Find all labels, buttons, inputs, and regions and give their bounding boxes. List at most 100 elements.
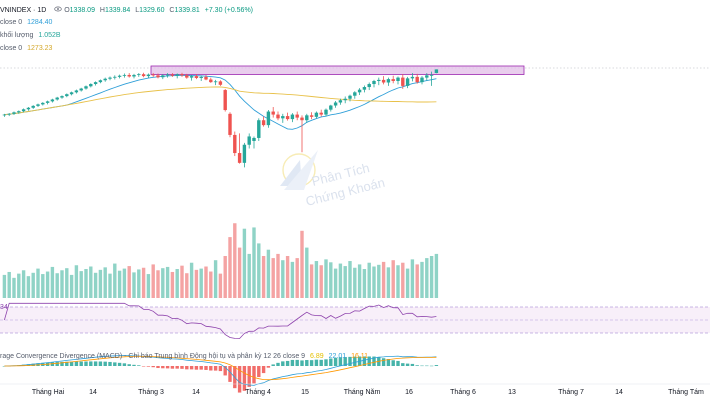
macd-histogram-bar — [425, 365, 429, 367]
candle-body — [415, 76, 419, 83]
volume-bar — [381, 261, 386, 298]
candle-body — [252, 137, 256, 141]
volume-bar — [74, 265, 79, 298]
resistance-zone-layer — [150, 65, 525, 75]
macd-histogram-bar — [223, 366, 227, 376]
candle-body — [41, 102, 45, 105]
time-axis-tick-label: Tháng 3 — [138, 389, 164, 396]
volume-bar — [271, 258, 275, 298]
volume-bar — [391, 260, 395, 298]
volume-bar — [377, 264, 381, 298]
time-axis-tick-label: 16 — [405, 389, 413, 396]
candle-body — [237, 153, 242, 163]
volume-bar — [185, 273, 189, 298]
macd-histogram-bar — [391, 360, 395, 366]
macd-line — [4, 355, 437, 386]
macd-histogram-bar — [257, 366, 261, 378]
volume-bar — [257, 243, 261, 298]
candle-body — [338, 100, 343, 103]
candle-body — [31, 105, 35, 108]
volume-label: khối lượng — [0, 32, 34, 39]
volume-bar — [127, 266, 131, 298]
candle-body — [132, 74, 136, 77]
volume-bar — [50, 266, 55, 298]
volume-bar — [372, 266, 376, 298]
volume-bar — [175, 269, 179, 298]
candle-body — [300, 117, 304, 121]
candle-body — [185, 75, 189, 78]
volume-bar — [309, 264, 314, 298]
volume-bar — [17, 273, 21, 298]
candle-body — [271, 111, 275, 115]
eye-icon[interactable] — [54, 5, 63, 13]
volume-bar — [228, 237, 232, 298]
candle-body — [410, 76, 415, 79]
macd-histogram-bar — [65, 361, 69, 366]
macd-histogram-bar — [204, 366, 208, 370]
volume-bar — [338, 263, 343, 298]
candle-body — [103, 78, 107, 81]
macd-histogram-bar — [305, 360, 309, 366]
time-axis-tick-label: 14 — [89, 389, 97, 396]
volume-bar — [21, 270, 26, 298]
volume-bar — [233, 223, 237, 298]
ma-slow-label: close 0 — [0, 45, 23, 52]
candle-body — [434, 69, 439, 74]
macd-histogram-bar — [60, 361, 64, 366]
macd-histogram-bar — [141, 366, 146, 367]
macd-histogram-bar — [237, 366, 242, 393]
macd-histogram-bar — [228, 366, 232, 382]
macd-histogram-bar — [410, 363, 415, 366]
volume-bar — [12, 277, 16, 298]
macd-histogram-bar — [103, 361, 107, 366]
volume-value: 1.052B — [38, 32, 61, 39]
candle-body — [285, 116, 290, 120]
macd-histogram-bar — [247, 366, 251, 387]
volume-bar — [333, 268, 338, 298]
ohlc-legend: VNINDEX · 1D O1338.09 H1339.84 L1329.60 … — [0, 5, 256, 15]
macd-histogram-bar — [175, 366, 179, 369]
macd-histogram-bar — [271, 364, 275, 366]
candle-body — [93, 82, 98, 85]
volume-bar — [2, 274, 7, 298]
macd-histogram-bar — [93, 361, 98, 366]
candle-body — [319, 112, 323, 115]
high-value: 1339.84 — [104, 7, 131, 14]
volume-bar — [329, 262, 333, 298]
volume-bar — [36, 268, 40, 298]
open-label: O — [64, 7, 70, 14]
candle-body — [122, 74, 127, 76]
macd-histogram-bar — [108, 361, 112, 366]
macd-histogram-bar — [252, 366, 256, 384]
volume-bar — [434, 253, 439, 298]
macd-histogram-bar — [79, 361, 83, 366]
volume-bar — [84, 269, 88, 298]
macd-histogram-bar — [194, 366, 199, 370]
volume-bar — [7, 271, 11, 298]
macd-histogram-bar — [420, 365, 424, 367]
candle-body — [257, 120, 261, 138]
volume-bar — [237, 247, 242, 298]
volume-bar — [276, 253, 280, 298]
candle-body — [396, 77, 400, 82]
macd-histogram-bar — [98, 361, 103, 366]
macd-histogram-bar — [281, 361, 285, 366]
macd-histogram-bar — [199, 366, 203, 370]
macd-histogram-bar — [218, 366, 223, 372]
low-value: 1329.60 — [139, 7, 165, 14]
macd-histogram-bar — [127, 364, 131, 366]
rsi-line — [4, 302, 437, 339]
macd-histogram-bar — [367, 356, 371, 366]
volume-bar — [305, 247, 309, 298]
candle-body — [381, 79, 386, 83]
time-axis-tick-label: Tháng 6 — [450, 389, 476, 396]
macd-histogram-bar — [170, 366, 175, 369]
candle-body — [401, 77, 405, 86]
volume-bar — [425, 258, 429, 298]
close-value: 1339.81 — [174, 7, 200, 14]
volume-bar — [41, 274, 45, 298]
macd-histogram-bar — [276, 362, 280, 366]
watermark-logo: Phân Tích Chứng Khoán — [280, 150, 386, 209]
volume-bar — [314, 261, 319, 298]
